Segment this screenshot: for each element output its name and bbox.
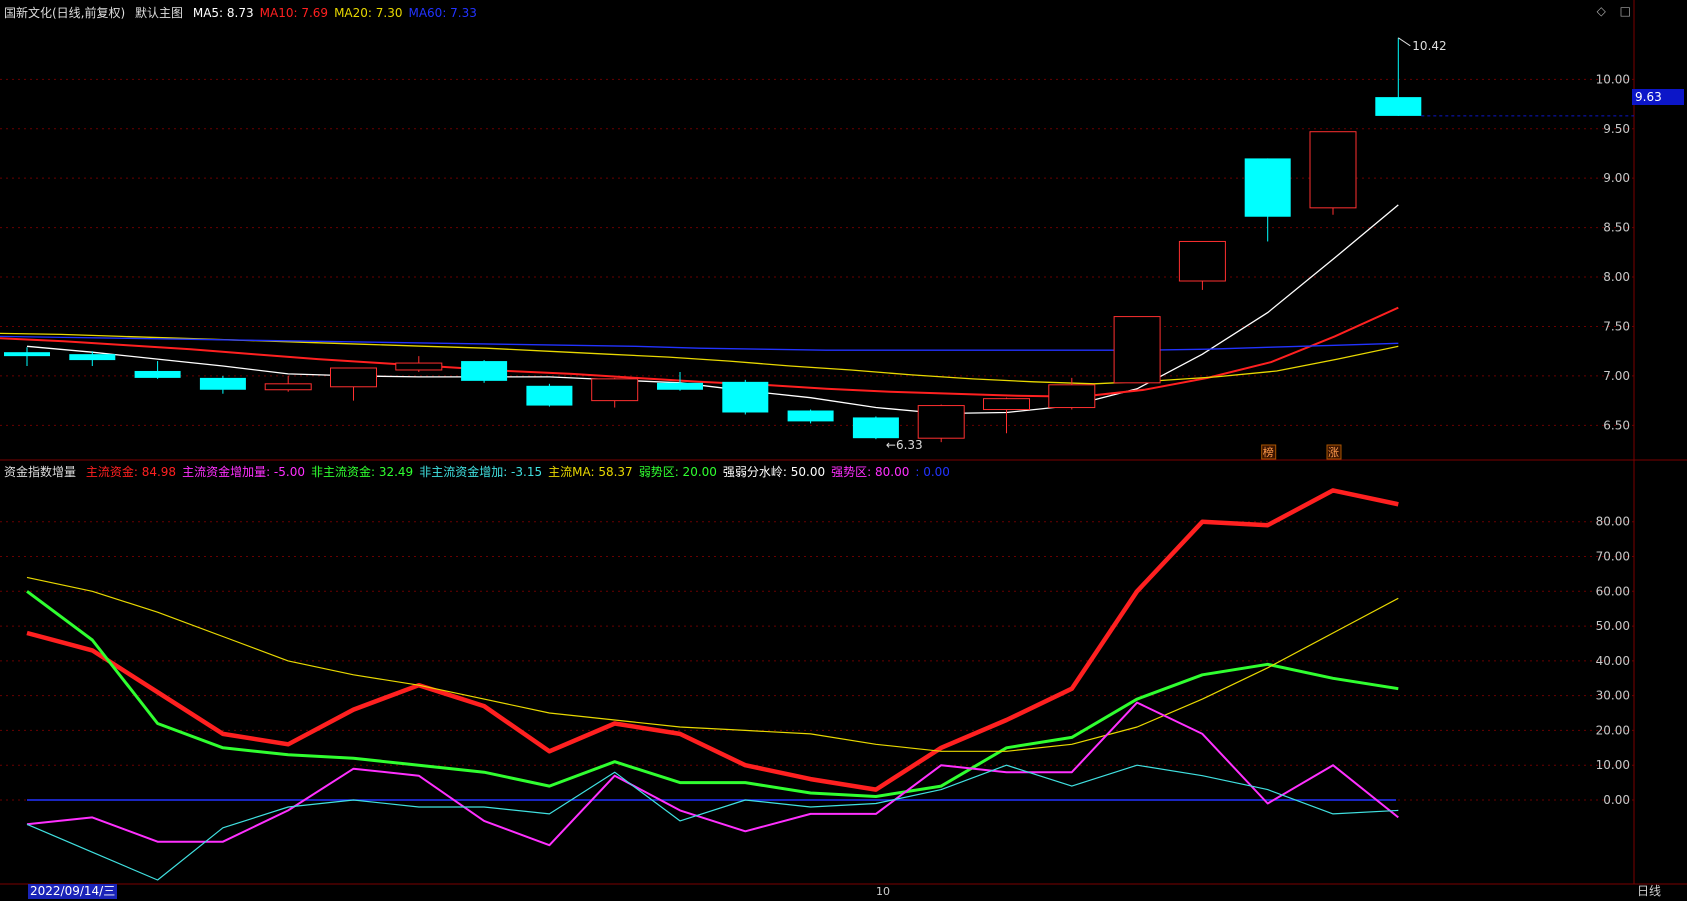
upper-header: 国新文化(日线,前复权) 默认主图 MA5: 8.73 MA10: 7.69 MA2… — [4, 4, 489, 21]
price-tick-label: 9.00 — [1603, 171, 1630, 185]
candle-body-down — [787, 410, 834, 422]
lower-header: 资金指数增量 主流资金: 84.98 主流资金增加量: -5.00 非主流资金: 3… — [4, 463, 962, 480]
candle-body-up — [917, 405, 965, 439]
candle-body-up — [395, 362, 443, 371]
candlesticks — [4, 37, 1422, 443]
upper-price-grid — [0, 78, 1634, 426]
marker-badge — [1261, 444, 1277, 460]
indicator-legend-item-8: : 0.00 — [915, 465, 950, 479]
price-tick-label: 7.00 — [1603, 369, 1630, 383]
period-label[interactable]: 日线 — [1636, 884, 1661, 898]
indicator-line — [26, 576, 1399, 752]
indicator-legend-item-2: 非主流资金: 32.49 — [310, 465, 414, 479]
indicator-legend-item-7: 强势区: 80.00 — [831, 465, 910, 479]
lower-indicator-grid — [0, 521, 1634, 801]
price-tick-label: 8.00 — [1603, 270, 1630, 284]
candle-body-down — [852, 417, 899, 439]
indicator-tick-label: 70.00 — [1596, 550, 1630, 564]
candle-body-up — [983, 398, 1030, 411]
moving-average-lines — [0, 204, 1399, 415]
candle-body-up — [264, 383, 312, 391]
marker-label: 涨 — [1328, 446, 1339, 459]
ma-legend: MA5: 8.73 MA10: 7.69 MA20: 7.30 MA60: 7.33 — [193, 6, 483, 20]
high-label: 10.42 — [1412, 39, 1446, 53]
price-tick-label: 7.50 — [1603, 319, 1630, 333]
candle-body-up — [591, 378, 639, 402]
indicator-line — [26, 488, 1399, 792]
price-tick-label: 10.00 — [1596, 72, 1630, 86]
indicator-axis-ticks: 0.00 10.00 20.00 30.00 40.00 50.00 60.00 70.00 8… — [1596, 515, 1630, 807]
candle-body-down — [69, 354, 116, 361]
indicator-line — [26, 764, 1399, 881]
indicator-legend-item-0: 主流资金: 84.98 — [85, 465, 177, 479]
candle-body-down — [1244, 158, 1291, 217]
price-annotations: 10.42 ←6.33 榜 涨 — [886, 37, 1634, 460]
candle-body-up — [330, 367, 377, 388]
indicator-tick-label: 50.00 — [1596, 619, 1630, 633]
indicator-legend-item-3: 非主流资金增加: -3.15 — [419, 465, 543, 479]
diamond-icon[interactable]: ◇ — [1596, 4, 1606, 18]
window-icons: ◇ □ — [1587, 4, 1631, 18]
chart-name[interactable]: 默认主图 — [135, 6, 184, 20]
high-pointer — [1398, 37, 1411, 47]
price-tick-label: 8.50 — [1603, 221, 1630, 235]
indicator-legend-item-5: 弱势区: 20.00 — [638, 465, 717, 479]
price-axis-ticks: 6.50 7.00 7.50 8.00 8.50 9.00 9.50 10.00 — [1596, 72, 1630, 432]
candle-body-up — [1113, 316, 1161, 384]
candle-body-up — [1178, 240, 1226, 282]
ma-line-ma5 — [26, 204, 1399, 415]
indicator-legend-item-4: 主流MA: 58.37 — [548, 465, 633, 479]
price-tick-label: 9.50 — [1603, 122, 1630, 136]
indicator-tick-label: 20.00 — [1596, 723, 1630, 737]
stock-title[interactable]: 国新文化(日线,前复权) — [4, 6, 126, 20]
candle-body-down — [1375, 97, 1422, 116]
candle-body-down — [4, 352, 50, 357]
square-icon[interactable]: □ — [1619, 4, 1631, 18]
ma-legend-item-3: MA60: 7.33 — [408, 6, 477, 20]
indicator-tick-label: 30.00 — [1596, 689, 1630, 703]
candle-body-up — [1048, 384, 1096, 409]
price-tick-label: 6.50 — [1603, 418, 1630, 432]
ma-legend-item-1: MA10: 7.69 — [259, 6, 329, 20]
marker-badge — [1326, 444, 1342, 460]
low-label: ←6.33 — [886, 438, 923, 452]
indicator-lines — [26, 488, 1399, 881]
indicator-title[interactable]: 资金指数增量 — [4, 465, 77, 479]
indicator-tick-label: 0.00 — [1603, 793, 1630, 807]
indicator-line — [26, 701, 1399, 847]
candle-body-down — [722, 381, 769, 413]
candle-body-down — [461, 361, 508, 381]
indicator-legend: 主流资金: 84.98 主流资金增加量: -5.00 非主流资金: 32.49 非主流… — [86, 465, 956, 479]
marker-label: 榜 — [1263, 445, 1274, 459]
indicator-tick-label: 80.00 — [1596, 515, 1630, 529]
ma-legend-item-2: MA20: 7.30 — [334, 6, 403, 20]
candle-body-up — [1309, 131, 1357, 209]
cursor-date: 2022/09/14/三 — [28, 884, 118, 899]
month-mark: 10 — [876, 885, 890, 898]
indicator-line — [26, 590, 1399, 798]
indicator-legend-item-1: 主流资金增加量: -5.00 — [182, 465, 305, 479]
indicator-tick-label: 10.00 — [1596, 758, 1630, 772]
indicator-tick-label: 60.00 — [1596, 584, 1630, 598]
last-price-tag: 9.63 — [1632, 89, 1684, 105]
ma-line-ma10 — [0, 306, 1399, 398]
candle-body-down — [526, 385, 573, 406]
candle-body-down — [199, 377, 246, 390]
indicator-legend-item-6: 强弱分水岭: 50.00 — [722, 465, 826, 479]
indicator-tick-label: 40.00 — [1596, 654, 1630, 668]
candle-body-down — [134, 370, 181, 378]
ma-legend-item-0: MA5: 8.73 — [192, 6, 254, 20]
candle-body-down — [657, 382, 703, 390]
ma-line-ma60 — [0, 335, 1399, 351]
